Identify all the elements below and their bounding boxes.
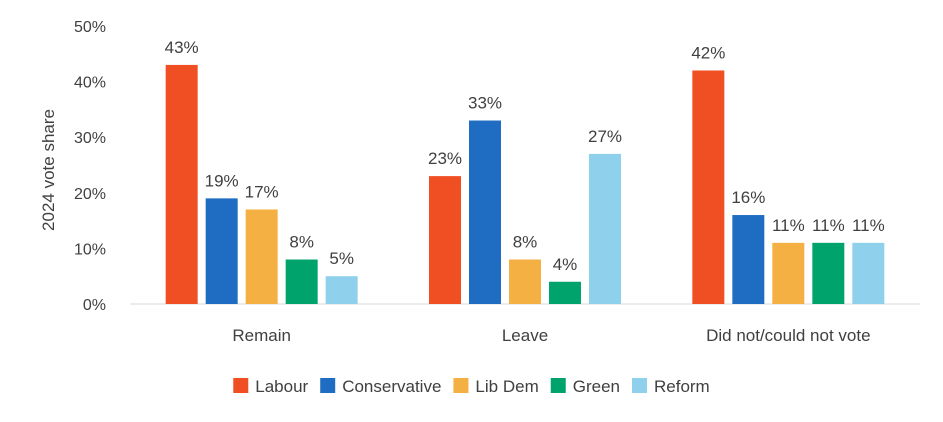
- data-label: 8%: [289, 233, 314, 252]
- y-tick-label: 10%: [74, 241, 106, 258]
- bar-conservative: [205, 198, 238, 304]
- bar-labour: [429, 176, 461, 304]
- y-tick-label: 40%: [74, 75, 106, 92]
- legend: Labour Conservative Lib Dem Green Reform: [233, 377, 710, 396]
- x-axis: Remain Leave Did not/could not vote: [232, 326, 870, 345]
- legend-swatch-green: [550, 378, 566, 393]
- y-tick-label: 0%: [83, 297, 106, 314]
- legend-swatch-conservative: [320, 378, 336, 393]
- y-axis-title: 2024 vote share: [39, 109, 58, 231]
- y-tick-label: 50%: [74, 19, 106, 36]
- data-label: 11%: [812, 216, 845, 235]
- data-label: 11%: [852, 216, 885, 235]
- y-tick-label: 30%: [74, 130, 106, 147]
- x-category-label: Leave: [502, 326, 548, 345]
- bar-labour: [692, 70, 725, 304]
- bar-conservative: [732, 215, 765, 304]
- legend-label: Green: [573, 377, 620, 396]
- data-label: 42%: [691, 43, 725, 62]
- x-category-label: Did not/could not vote: [706, 326, 870, 345]
- data-label: 33%: [468, 94, 502, 113]
- data-label: 11%: [772, 216, 805, 235]
- bar-conservative: [469, 120, 501, 305]
- bar-reform: [589, 153, 621, 304]
- bar-green: [549, 281, 581, 304]
- data-label: 19%: [205, 171, 239, 190]
- data-label: 5%: [329, 249, 354, 268]
- y-axis: 0% 10% 20% 30% 40% 50%: [74, 19, 106, 314]
- legend-swatch-labour: [233, 378, 249, 393]
- x-category-label: Remain: [232, 326, 291, 345]
- legend-label: Lib Dem: [475, 377, 538, 396]
- bar-lib-dem: [245, 209, 278, 304]
- bar-labour: [165, 64, 198, 304]
- bar-green: [812, 242, 845, 304]
- data-label: 4%: [553, 255, 578, 274]
- legend-label: Labour: [255, 377, 308, 396]
- y-tick-label: 20%: [74, 186, 106, 203]
- legend-label: Conservative: [342, 377, 441, 396]
- legend-swatch-reform: [631, 378, 647, 393]
- bar-lib-dem: [772, 242, 805, 304]
- data-label: 16%: [731, 188, 765, 207]
- data-label: 8%: [513, 233, 538, 252]
- bars: 43% 19% 17% 8% 5% 23% 33% 8% 4% 27% 42% 16% 11% 11% 11…: [165, 38, 885, 305]
- bar-reform: [325, 276, 358, 304]
- data-label: 27%: [588, 127, 622, 146]
- legend-label: Reform: [654, 377, 710, 396]
- data-label: 17%: [245, 182, 279, 201]
- bar-reform: [852, 242, 885, 304]
- bar-lib-dem: [509, 259, 541, 304]
- data-label: 23%: [428, 149, 462, 168]
- legend-swatch-lib-dem: [453, 378, 469, 393]
- bar-green: [285, 259, 318, 304]
- data-label: 43%: [165, 38, 199, 57]
